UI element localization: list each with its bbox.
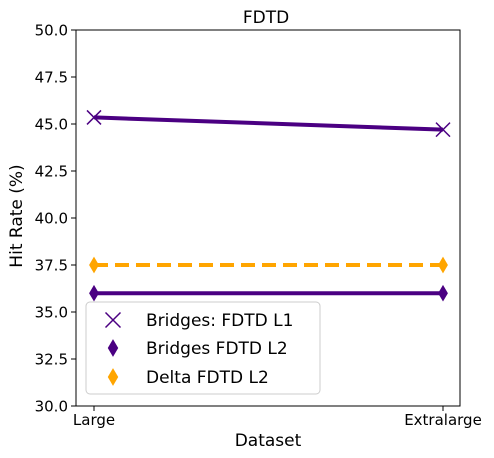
y-tick-label: 30.0 <box>35 398 68 416</box>
series-3 <box>89 256 448 274</box>
series-line <box>93 115 444 132</box>
series-layer <box>86 109 451 302</box>
legend-label: Bridges: FDTD L1 <box>146 311 293 331</box>
x-axis-label: Dataset <box>235 431 302 451</box>
plot-frame <box>75 29 461 407</box>
y-tick-label: 37.5 <box>35 257 68 275</box>
ticks-layer: 30.0 32.5 35.0 37.5 40.0 42.5 45.0 47.5 50.0 Larg… <box>35 22 482 430</box>
y-tick-label: 40.0 <box>35 210 68 228</box>
legend-label: Delta FDTD L2 <box>146 368 269 388</box>
data-point <box>438 256 448 274</box>
legend-marker <box>107 368 119 386</box>
series-2 <box>89 284 448 302</box>
y-tick-label: 45.0 <box>35 116 68 134</box>
y-tick-label: 32.5 <box>35 351 68 369</box>
legend: Bridges: FDTD L1 Bridges FDTD L2 Delta FDT… <box>85 301 321 395</box>
y-tick-label: 35.0 <box>35 304 68 322</box>
data-point <box>438 284 448 302</box>
y-tick-label: 42.5 <box>35 163 68 181</box>
series-1 <box>86 109 451 138</box>
y-tick-label: 47.5 <box>35 69 68 87</box>
legend-marker <box>107 339 119 357</box>
data-point <box>86 109 102 125</box>
data-point <box>89 284 99 302</box>
y-tick-label: 50.0 <box>35 22 68 40</box>
legend-marker <box>104 311 122 329</box>
legend-frame <box>85 301 321 395</box>
x-tick-label: Large <box>73 411 115 429</box>
chart-title: FDTD <box>243 8 289 28</box>
legend-label: Bridges FDTD L2 <box>146 339 288 359</box>
x-tick-label: Extralarge <box>404 411 482 429</box>
data-point <box>435 122 451 138</box>
data-point <box>89 256 99 274</box>
y-axis-label: Hit Rate (%) <box>7 164 27 267</box>
